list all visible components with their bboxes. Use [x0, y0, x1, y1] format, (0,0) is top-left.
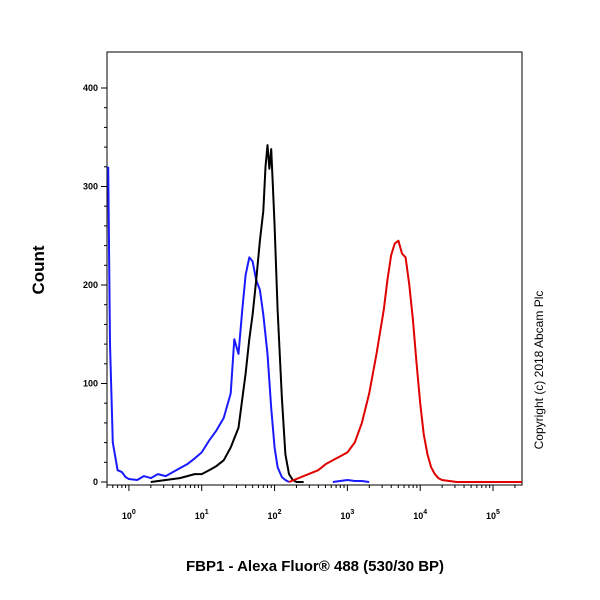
series-layer — [107, 144, 522, 483]
x-axis: 100 101 102 103 104 105 — [106, 485, 516, 521]
series-line-0 — [107, 166, 290, 483]
plot-frame — [106, 51, 523, 486]
y-tick-label: 100 — [83, 379, 98, 389]
y-axis-title: Count — [29, 245, 48, 294]
x-tick-label: 104 — [413, 509, 427, 521]
x-tick-label: 101 — [195, 509, 209, 521]
y-tick-label: 400 — [83, 83, 98, 93]
x-tick-label: 103 — [340, 509, 354, 521]
series-line-2 — [288, 239, 522, 483]
series-line-1 — [150, 144, 304, 483]
y-tick-label: 0 — [93, 477, 98, 487]
copyright-annotation: Copyright (c) 2018 Abcam Plc — [532, 291, 546, 450]
y-axis: 0 100 200 300 400 — [83, 83, 107, 487]
y-tick-label: 300 — [83, 182, 98, 192]
x-tick-label: 100 — [122, 509, 136, 521]
x-axis-title: FBP1 - Alexa Fluor® 488 (530/30 BP) — [186, 558, 444, 575]
x-tick-label: 105 — [486, 509, 500, 521]
x-tick-label: 102 — [268, 509, 282, 521]
y-tick-label: 200 — [83, 280, 98, 290]
series-line-3 — [332, 479, 370, 483]
